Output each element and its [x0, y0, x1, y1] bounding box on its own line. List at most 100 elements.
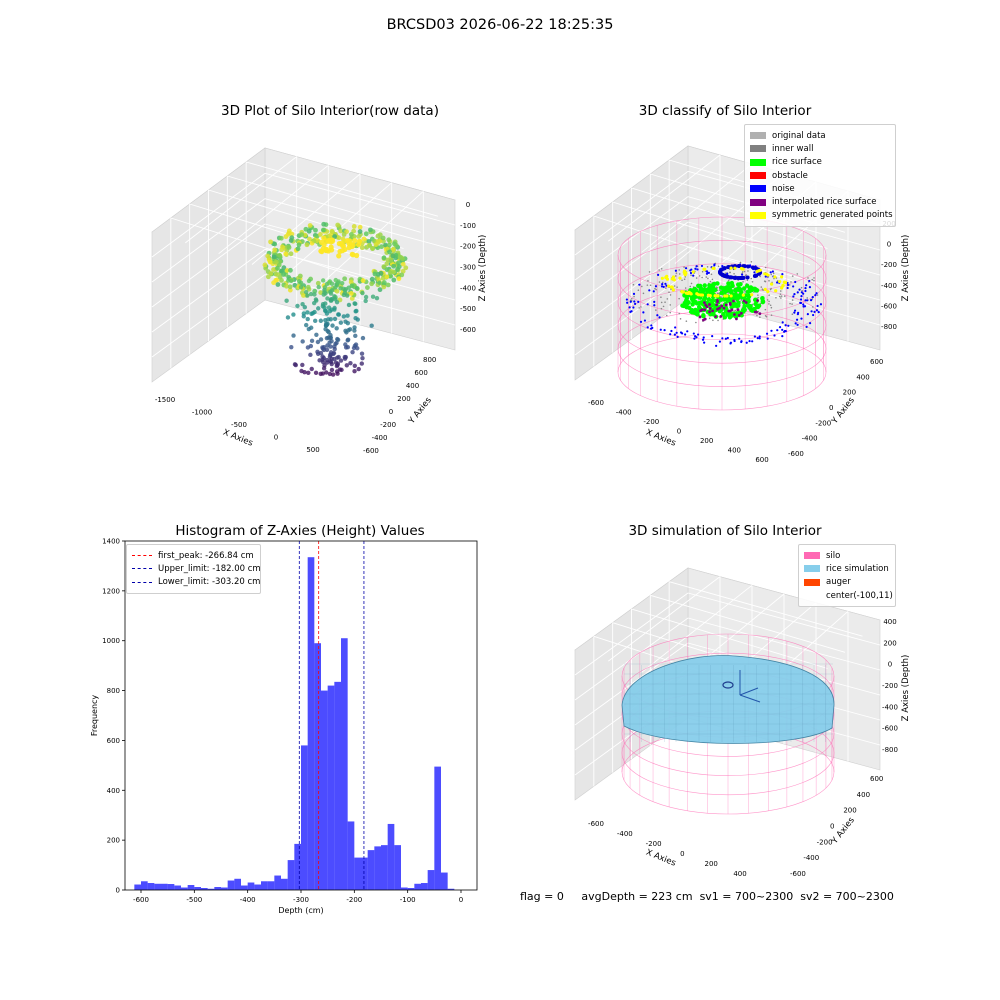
y-tick-label: -400: [372, 434, 388, 442]
wall-point: [674, 275, 677, 277]
legend-swatch: [804, 552, 820, 560]
legend-swatch: [804, 565, 820, 573]
interpolated-point: [758, 312, 762, 316]
noise-point: [669, 333, 672, 336]
rice-surface-point: [736, 286, 742, 291]
legend-entry: symmetric generated points: [750, 209, 893, 222]
x-axis-label: Depth (cm): [278, 906, 323, 915]
noise-point: [745, 275, 750, 280]
raw-point: [280, 244, 285, 250]
wall-point: [759, 316, 761, 319]
y-tick-label: 800: [107, 687, 120, 695]
raw-point: [298, 280, 304, 286]
rice-surface-point: [729, 280, 735, 286]
noise-point: [796, 323, 799, 326]
wall-point: [763, 280, 766, 282]
interpolated-point: [708, 303, 711, 306]
y-tick-label: 200: [843, 389, 856, 397]
symmetric-point: [723, 294, 727, 298]
raw-point: [301, 314, 306, 319]
wall-point: [750, 277, 753, 280]
noise-point: [781, 321, 784, 324]
raw-point: [316, 284, 321, 290]
raw-point: [354, 308, 359, 314]
noise-point: [799, 301, 802, 304]
raw-point: [357, 229, 363, 234]
wall-point: [690, 274, 692, 277]
histogram-bar: [201, 888, 208, 890]
rice-surface-point: [698, 286, 704, 291]
noise-point: [724, 337, 727, 340]
raw-point: [297, 273, 303, 279]
interpolated-point: [735, 317, 738, 321]
wall-point: [801, 289, 803, 292]
wall-point: [806, 297, 809, 299]
rice-surface-point: [750, 286, 755, 291]
wall-point: [743, 270, 746, 273]
symmetric-point: [712, 266, 716, 271]
rice-surface-point: [731, 292, 737, 298]
raw-point: [289, 344, 294, 350]
wall-point: [658, 269, 660, 271]
y-tick-label: 400: [406, 382, 419, 390]
wall-point: [669, 311, 672, 314]
wall-point: [739, 261, 742, 264]
symmetric-point: [750, 293, 754, 297]
raw-point: [321, 366, 327, 371]
classified-points: [625, 260, 823, 347]
wall-point: [780, 295, 783, 297]
noise-point: [748, 339, 751, 343]
histogram-bar: [421, 883, 428, 890]
noise-point: [794, 322, 797, 325]
wall-point: [710, 273, 713, 276]
wall-point: [708, 317, 711, 320]
x-tick-label: 0: [677, 428, 681, 436]
wall-point: [770, 287, 772, 290]
noise-point: [806, 299, 809, 302]
raw-point: [348, 360, 353, 366]
symmetric-point: [773, 275, 777, 279]
histogram-bar: [314, 643, 321, 890]
wall-point: [648, 271, 651, 273]
raw-point: [352, 368, 357, 374]
raw-point: [320, 346, 326, 351]
wall-point: [742, 281, 744, 283]
raw-point: [357, 224, 363, 230]
legend-label: original data: [772, 130, 826, 141]
raw-point: [338, 228, 344, 234]
noise-point: [670, 329, 673, 333]
raw-point: [271, 280, 277, 286]
raw-point: [333, 285, 338, 290]
wall-point: [715, 286, 717, 288]
noise-point: [653, 300, 656, 303]
symmetric-point: [671, 275, 676, 279]
raw-point: [330, 372, 336, 377]
z-tick-label: -300: [460, 264, 476, 272]
raw-point: [328, 332, 333, 338]
legend-label: silo: [826, 550, 841, 561]
histogram-bar: [221, 887, 228, 890]
noise-point: [795, 318, 799, 321]
noise-point: [693, 337, 696, 340]
noise-point: [781, 273, 784, 276]
raw-point: [284, 283, 289, 289]
rice-surface-point: [736, 295, 741, 300]
x-tick-label: -500: [186, 896, 202, 904]
noise-point: [793, 311, 796, 314]
raw-point: [274, 272, 280, 277]
noise-point: [817, 311, 820, 314]
noise-point: [814, 294, 817, 297]
noise-point: [800, 291, 803, 294]
rice-surface-point: [729, 288, 734, 294]
raw-point: [395, 267, 400, 272]
raw-point: [307, 223, 313, 228]
raw-point: [323, 323, 329, 328]
raw-point: [313, 297, 319, 302]
raw-point: [288, 251, 294, 257]
wall-point: [701, 276, 703, 279]
wall-point: [630, 297, 633, 300]
wall-point: [661, 281, 664, 284]
noise-point: [811, 296, 814, 299]
z-tick-label: -200: [881, 261, 897, 269]
